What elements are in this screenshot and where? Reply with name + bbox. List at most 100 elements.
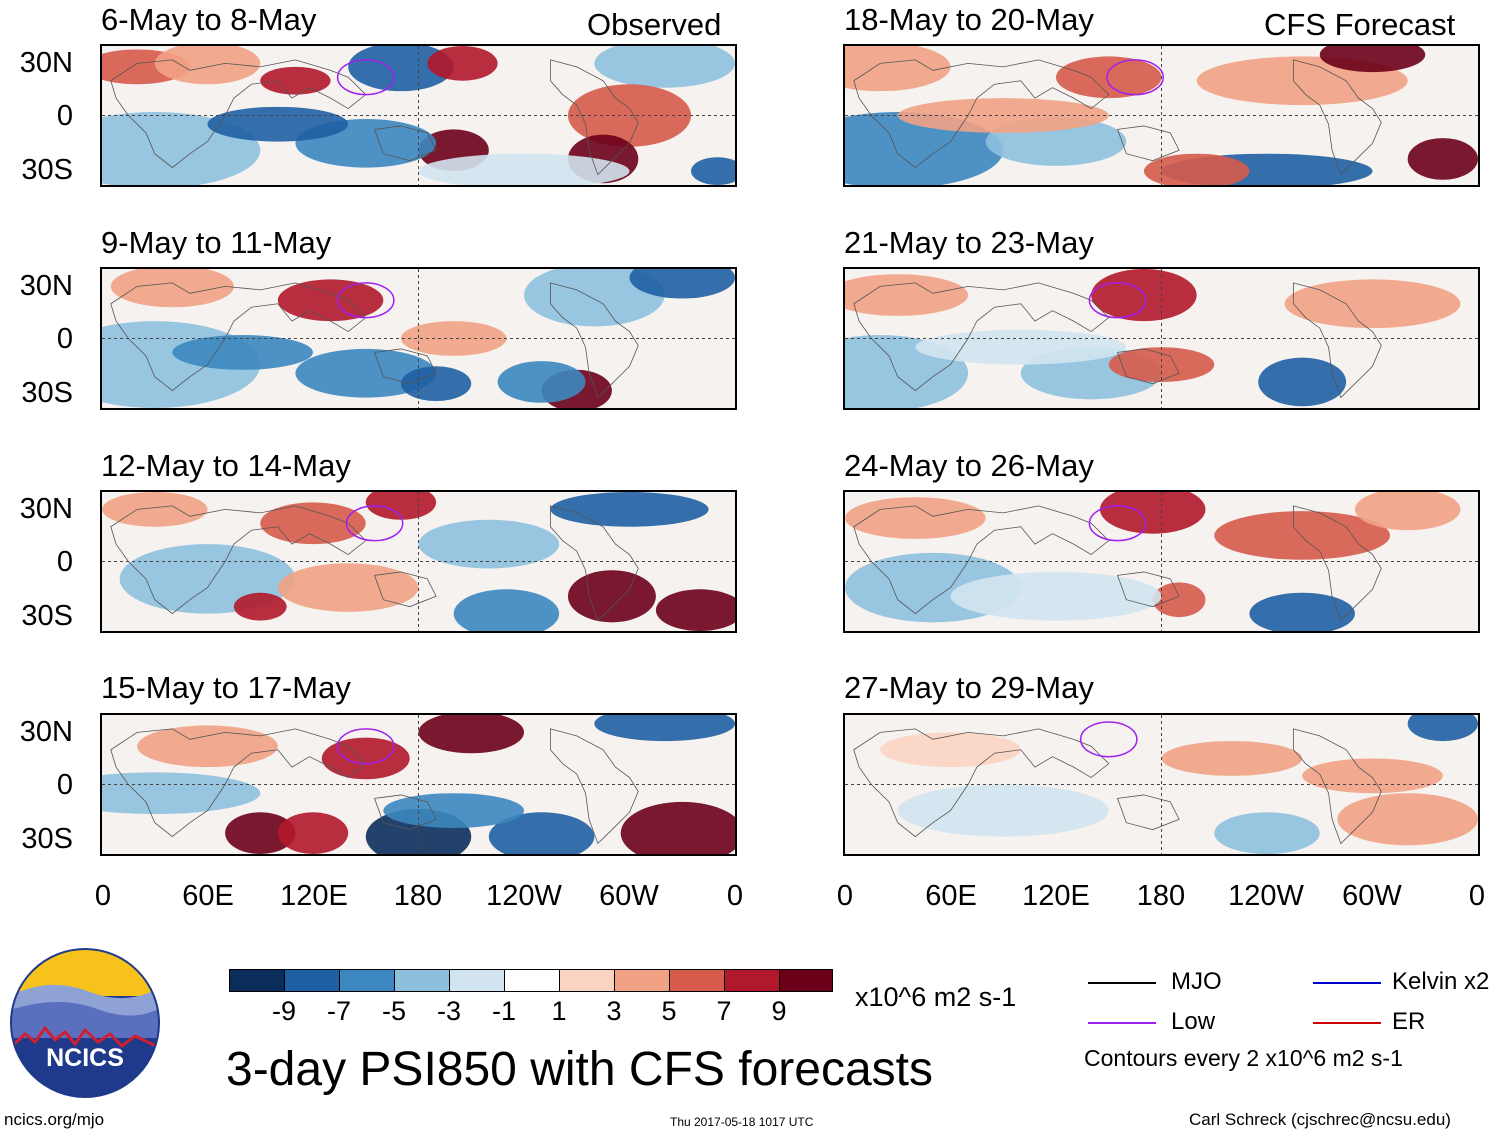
psi850-map-8 bbox=[845, 715, 1478, 854]
lon-label-120e: 120E bbox=[280, 880, 348, 912]
anomaly-blob bbox=[1214, 511, 1391, 560]
anomaly-blob bbox=[567, 84, 692, 147]
anomaly-blob bbox=[102, 492, 208, 527]
anomaly-blob bbox=[1056, 56, 1162, 99]
psi850-map-1 bbox=[102, 46, 735, 185]
anomaly-blob bbox=[1407, 715, 1478, 742]
panel-title-7: 24-May to 26-May bbox=[844, 448, 1094, 483]
low-contour bbox=[338, 60, 394, 95]
anomaly-blob bbox=[594, 715, 735, 742]
coastline bbox=[111, 60, 639, 175]
anomaly-blob bbox=[295, 348, 437, 398]
coastline bbox=[854, 283, 1382, 398]
anomaly-blob bbox=[172, 335, 313, 370]
coastline bbox=[111, 729, 639, 844]
map-panel-2 bbox=[100, 267, 737, 410]
anomaly-blob bbox=[348, 46, 454, 92]
anomaly-blob bbox=[655, 589, 735, 631]
lat-label-30n: 30N bbox=[19, 716, 73, 748]
anomaly-blob bbox=[620, 801, 735, 854]
coastline bbox=[111, 283, 639, 398]
anomaly-blob bbox=[383, 793, 524, 828]
lon-label-120w: 120W bbox=[486, 880, 562, 912]
anomaly-blob bbox=[845, 274, 969, 316]
colorbar-bin-11 bbox=[779, 969, 833, 992]
anomaly-blob bbox=[260, 66, 331, 95]
psi850-map-4 bbox=[102, 715, 735, 854]
anomaly-blob bbox=[260, 502, 366, 545]
lon-label-180: 180 bbox=[1136, 880, 1186, 912]
anomaly-blob bbox=[594, 46, 735, 88]
anomaly-blob bbox=[154, 46, 261, 85]
legend-mjo-label: MJO bbox=[1171, 968, 1222, 995]
lat-label-0: 0 bbox=[56, 323, 73, 355]
low-contour bbox=[338, 283, 394, 318]
anomaly-blob bbox=[400, 366, 472, 402]
lat-label-30s: 30S bbox=[21, 823, 73, 855]
low-contour bbox=[338, 729, 394, 764]
anomaly-blob bbox=[321, 737, 410, 780]
map-panel-7 bbox=[843, 490, 1480, 633]
anomaly-blob bbox=[1152, 582, 1206, 618]
anomaly-blob bbox=[845, 497, 986, 539]
footer-credit: Carl Schreck (cjschrec@ncsu.edu) bbox=[1189, 1110, 1451, 1129]
anomaly-blob bbox=[880, 732, 1021, 768]
lat-label-30s: 30S bbox=[21, 600, 73, 632]
anomaly-blob bbox=[845, 46, 951, 92]
legend-low-line bbox=[1088, 1022, 1156, 1024]
forecast-label: CFS Forecast bbox=[1264, 7, 1456, 42]
colorbar-bin-3 bbox=[339, 969, 395, 992]
psi850-map-3 bbox=[102, 492, 735, 631]
lat-label-30s: 30S bbox=[21, 154, 73, 186]
anomaly-blob bbox=[453, 589, 560, 631]
colorbar-bin-9 bbox=[669, 969, 725, 992]
footer-url[interactable]: ncics.org/mjo bbox=[4, 1110, 105, 1129]
lon-label-0-end: 0 bbox=[726, 880, 744, 912]
anomaly-blob bbox=[1161, 741, 1303, 776]
anomaly-blob bbox=[102, 772, 261, 815]
lat-label-30n: 30N bbox=[19, 493, 73, 525]
anomaly-blob bbox=[1407, 138, 1478, 180]
panel-title-8: 27-May to 29-May bbox=[844, 670, 1094, 705]
lon-label-60w: 60W bbox=[599, 880, 659, 912]
low-contour bbox=[1089, 506, 1145, 541]
psi850-map-5 bbox=[845, 46, 1478, 185]
lon-label-120w: 120W bbox=[1228, 880, 1304, 912]
anomaly-blob bbox=[488, 812, 595, 854]
colorbar-tick-5: -1 bbox=[491, 996, 517, 1026]
lat-label-30n: 30N bbox=[19, 47, 73, 79]
legend-low-label: Low bbox=[1171, 1008, 1216, 1035]
legend-contours-note: Contours every 2 x10^6 m2 s-1 bbox=[1084, 1045, 1403, 1071]
colorbar-bin-10 bbox=[724, 969, 780, 992]
anomaly-blob bbox=[137, 725, 278, 768]
lon-label-0-end: 0 bbox=[1468, 880, 1486, 912]
panel-title-6: 21-May to 23-May bbox=[844, 225, 1094, 260]
low-contour bbox=[1089, 283, 1145, 318]
psi850-map-6 bbox=[845, 269, 1478, 408]
anomaly-blob bbox=[427, 46, 498, 81]
map-panel-4 bbox=[100, 713, 737, 856]
anomaly-blob bbox=[1284, 279, 1461, 329]
map-panel-5 bbox=[843, 44, 1480, 187]
colorbar-tick-2: -7 bbox=[326, 996, 352, 1026]
colorbar-bin-6 bbox=[504, 969, 560, 992]
lat-label-30s: 30S bbox=[21, 377, 73, 409]
footer-timestamp: Thu 2017-05-18 1017 UTC bbox=[670, 1115, 814, 1129]
anomaly-blob bbox=[277, 812, 349, 854]
lon-label-60w: 60W bbox=[1342, 880, 1402, 912]
lat-label-30n: 30N bbox=[19, 270, 73, 302]
anomaly-blob bbox=[225, 812, 296, 854]
low-contour bbox=[1081, 722, 1137, 757]
anomaly-blob bbox=[524, 269, 665, 327]
colorbar-bin-4 bbox=[394, 969, 450, 992]
map-panel-8 bbox=[843, 713, 1480, 856]
anomaly-blob bbox=[1249, 592, 1355, 631]
map-panel-1 bbox=[100, 44, 737, 187]
panel-title-4: 15-May to 17-May bbox=[101, 670, 351, 705]
psi850-map-7 bbox=[845, 492, 1478, 631]
anomaly-blob bbox=[1354, 492, 1461, 531]
colorbar-tick-9: 7 bbox=[716, 996, 732, 1026]
legend-er-label: ER bbox=[1392, 1008, 1426, 1035]
map-panel-6 bbox=[843, 267, 1480, 410]
anomaly-blob bbox=[207, 106, 349, 142]
